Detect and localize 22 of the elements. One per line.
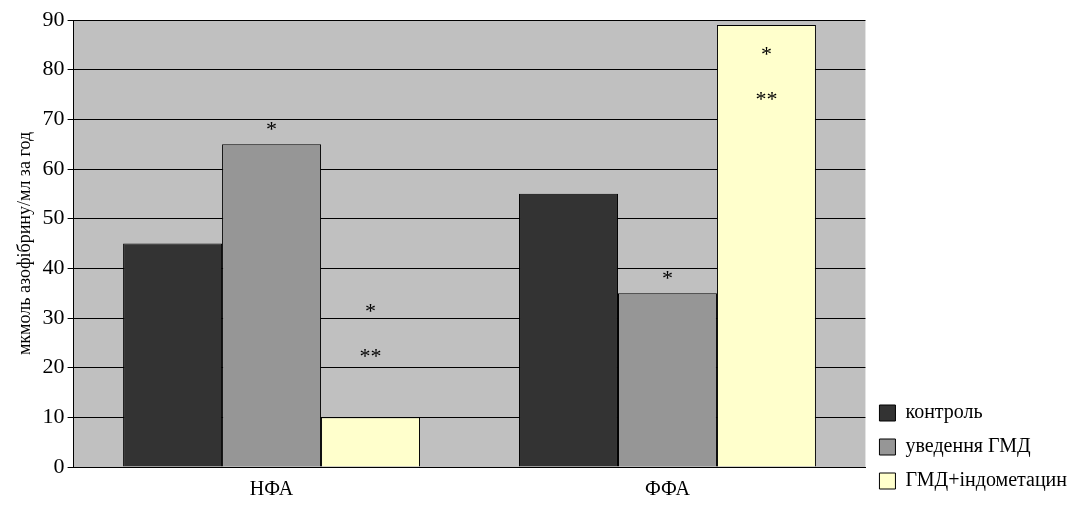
- annotation: **: [359, 343, 382, 369]
- x-tick-label: ФФА: [645, 477, 691, 500]
- legend-label: уведення ГМД: [905, 434, 1032, 458]
- y-axis-title: мкмоль азофібрину/мл за год: [13, 131, 34, 356]
- annotation: *: [760, 40, 772, 66]
- y-tick-label: 80: [42, 55, 65, 81]
- y-tick-label: 40: [42, 254, 65, 280]
- y-tick-label: 70: [42, 105, 65, 131]
- y-tick-label: 50: [42, 204, 65, 230]
- annotation: *: [661, 264, 673, 290]
- annotation: *: [266, 115, 278, 141]
- y-tick-label: 90: [42, 5, 65, 31]
- legend-label: ГМД+індометацин: [905, 468, 1068, 492]
- annotation: **: [755, 85, 778, 111]
- x-tick-label: НФА: [249, 477, 294, 500]
- y-tick-label: 60: [42, 154, 65, 180]
- y-tick-label: 0: [53, 452, 65, 478]
- y-tick-label: 10: [42, 403, 65, 429]
- y-tick-label: 30: [42, 303, 65, 329]
- annotation: *: [365, 298, 377, 324]
- legend-label: контроль: [905, 400, 983, 424]
- y-tick-label: 20: [42, 353, 65, 379]
